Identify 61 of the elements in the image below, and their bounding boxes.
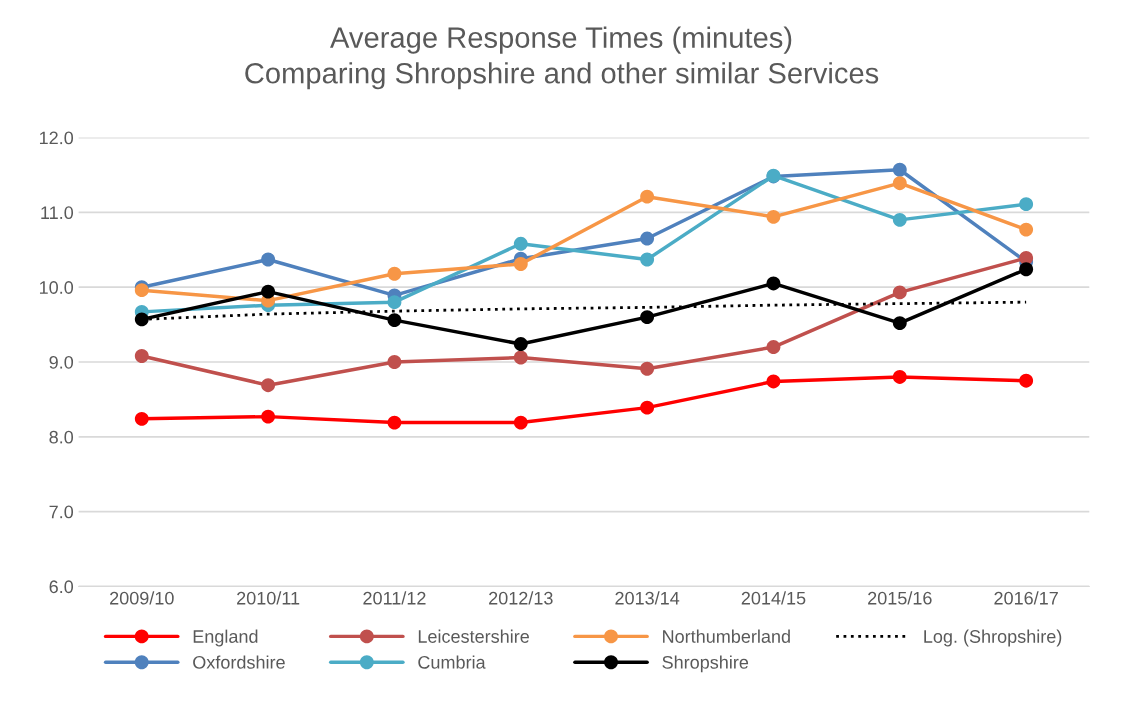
point: [134, 312, 149, 327]
point: [892, 212, 907, 227]
point: [134, 411, 149, 426]
point: [513, 337, 528, 351]
point: [387, 355, 402, 369]
point: [640, 189, 655, 204]
point: [892, 285, 907, 300]
point: [766, 374, 781, 389]
legend-label: Shropshire: [662, 655, 749, 673]
y-tick-label: 12.0: [39, 131, 74, 145]
point: [766, 340, 781, 354]
point: [513, 236, 528, 251]
y-tick-label: 11.0: [41, 206, 74, 220]
y-tick-label: 8.0: [49, 430, 74, 444]
x-tick-label: 2015/16: [868, 591, 932, 605]
legend-label: Leicestershire: [418, 629, 529, 643]
point: [387, 266, 402, 281]
y-tick-label: 6.0: [49, 580, 74, 594]
point: [513, 415, 528, 430]
point: [513, 257, 528, 271]
legend-label: Log. (Shropshire): [924, 629, 1062, 647]
point: [261, 284, 276, 299]
point: [766, 209, 781, 224]
y-tick-label: 9.0: [49, 355, 74, 369]
point: [261, 409, 276, 424]
point: [640, 252, 655, 267]
x-tick-label: 2009/10: [110, 591, 174, 605]
point: [640, 361, 655, 376]
point: [1019, 197, 1034, 212]
point: [261, 378, 276, 393]
x-tick-label: 2013/14: [615, 591, 680, 605]
point: [892, 176, 907, 191]
x-tick-label: 2014/15: [741, 591, 806, 605]
y-tick-label: 7.0: [49, 505, 74, 519]
legend-label: Cumbria: [418, 655, 486, 669]
point: [387, 313, 402, 328]
point: [261, 252, 276, 267]
point: [766, 276, 781, 291]
x-tick-label: 2011/12: [363, 591, 426, 605]
point: [1019, 262, 1034, 277]
x-tick-label: 2012/13: [489, 591, 553, 605]
point: [640, 231, 655, 246]
point: [640, 310, 655, 325]
legend-label: Northumberland: [663, 629, 790, 643]
point: [387, 415, 402, 430]
point: [387, 295, 402, 310]
point: [892, 370, 907, 384]
point: [513, 350, 528, 365]
x-tick-label: 2010/11: [237, 591, 300, 605]
chart-title: Average Response Times (minutes) Comparing Shropshire and other similar Services: [245, 26, 879, 90]
point: [134, 349, 149, 363]
point: [892, 162, 907, 177]
y-tick-label: 10.0: [39, 281, 74, 294]
legend-label: Oxfordshire: [193, 655, 285, 669]
point: [1019, 373, 1034, 388]
x-tick-label: 2016/17: [994, 591, 1058, 605]
point: [892, 316, 907, 331]
point: [1019, 251, 1034, 265]
legend-label: England: [193, 629, 258, 647]
point: [640, 400, 655, 415]
point: [1019, 222, 1034, 237]
